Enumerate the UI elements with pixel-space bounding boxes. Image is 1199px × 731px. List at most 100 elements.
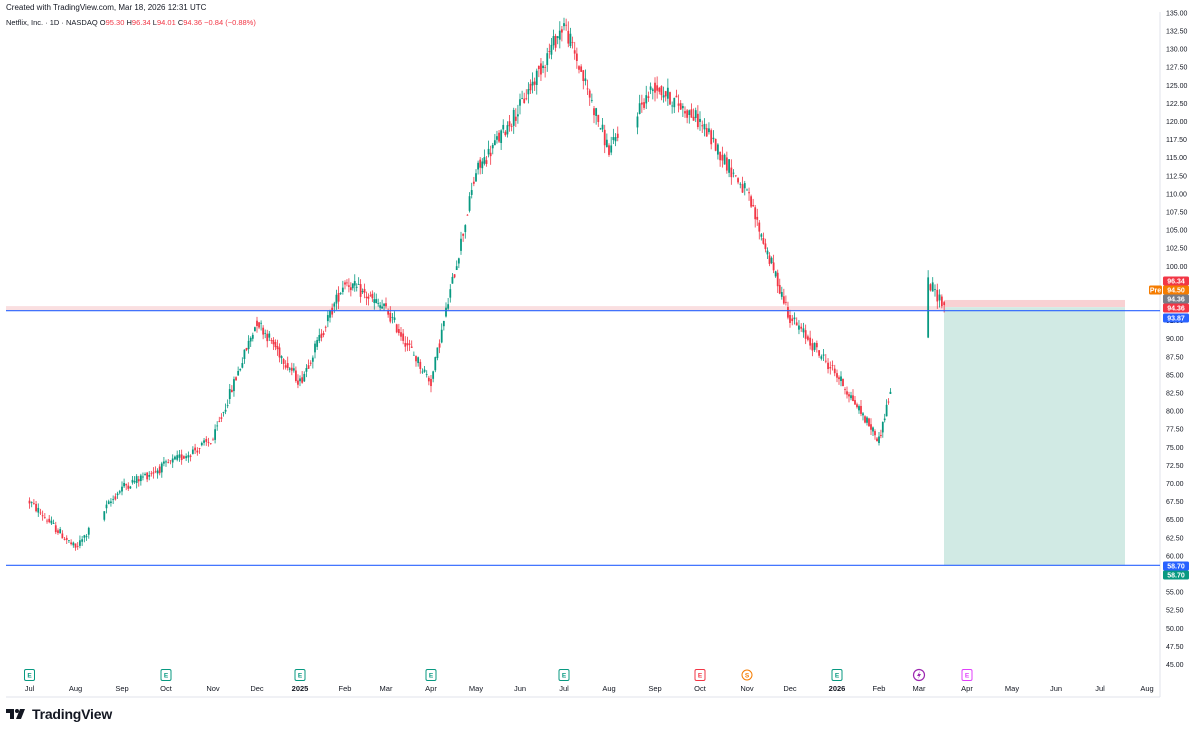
candle-body [487,148,490,155]
candle-body [381,306,383,309]
candle-body [703,123,706,130]
candle-body [400,332,402,337]
candle-body [710,130,713,145]
candle-body [827,362,829,370]
time-tick-label: Aug [602,684,615,693]
candle-body [262,327,265,335]
candle-body [241,363,244,368]
candle-body [286,363,289,368]
candle-body [65,537,68,540]
candle-body [127,485,130,489]
candle-body [846,391,848,395]
candle-body [339,293,342,294]
candle-body [593,108,595,116]
candle-body [561,29,563,33]
candle-body [719,151,722,161]
price-tick-label: 130.00 [1166,47,1188,54]
event-label: E [698,673,703,680]
candle-body [546,53,549,66]
candle-body [610,145,613,153]
candle-body [582,70,585,82]
candle-body [658,87,661,92]
price-tick-label: 65.00 [1166,517,1184,524]
candle-body [361,291,364,292]
price-tick-label: 75.00 [1166,445,1184,452]
candle-body [169,460,172,462]
candle-body [395,324,398,333]
candle-body [348,285,350,287]
candle-body [329,310,331,318]
candle-body [442,320,445,327]
candle-body [525,98,528,100]
candle-body [815,343,818,348]
candle-body [377,303,380,304]
candle-body [54,525,57,533]
candle-body [249,337,252,342]
event-label: E [27,673,32,680]
price-tick-label: 82.50 [1166,391,1184,398]
candle-body [397,329,400,334]
candle-body [158,466,161,474]
candle-body [723,154,726,165]
candle-body [144,473,146,475]
price-badge [1163,276,1189,286]
candle-body [63,539,66,540]
pre-market-tag [1149,285,1162,295]
candle-body [943,302,946,306]
candle-body [636,116,639,128]
candle-body [408,343,411,345]
price-tick-label: 132.50 [1166,29,1188,36]
candle-body [274,342,277,348]
candle-body [664,91,667,97]
candle-body [500,130,503,143]
candle-body [318,335,321,341]
candle-body [59,529,62,534]
candle-body [43,517,46,519]
candle-body [681,106,684,109]
candle-body [133,481,136,483]
candle-body [804,330,807,339]
candle-body [822,354,825,356]
price-badge [1163,294,1189,304]
time-tick-label: Jul [25,684,35,693]
candle-body [883,418,886,421]
price-tick-label: 60.00 [1166,553,1184,560]
time-tick-label: Oct [160,684,173,693]
candle-body [270,340,273,341]
candle-body [690,109,693,118]
candle-body [112,498,115,500]
candle-body [346,282,348,284]
candle-body [333,303,336,307]
candle-body [121,486,123,492]
candle-body [146,472,149,480]
candle-body [453,274,456,278]
tradingview-logo[interactable]: TradingView [6,706,112,722]
candle-body [537,65,540,70]
candle-body [862,413,864,416]
candle-body [778,284,781,294]
price-tick-label: 85.00 [1166,372,1184,379]
candle-body [800,326,803,329]
candle-body [135,476,138,484]
candle-body [116,493,119,496]
price-badge [1163,561,1189,571]
candle-body [256,320,258,326]
candle-body [540,63,542,75]
candle-body [309,362,312,364]
candle-body [599,128,602,130]
time-tick-label: Sep [648,684,661,693]
candle-body [28,500,31,504]
candle-body [303,373,306,382]
price-badge-label: 94.36 [1167,306,1185,313]
price-tick-label: 55.00 [1166,590,1184,597]
candle-body [741,184,744,193]
event-label: E [965,673,970,680]
candle-body [567,30,570,44]
time-tick-label: 2026 [829,684,846,693]
candle-body [785,301,787,303]
price-tick-label: 52.50 [1166,608,1184,615]
candle-body [878,436,880,444]
candle-body [367,296,370,299]
candle-body [35,503,37,512]
